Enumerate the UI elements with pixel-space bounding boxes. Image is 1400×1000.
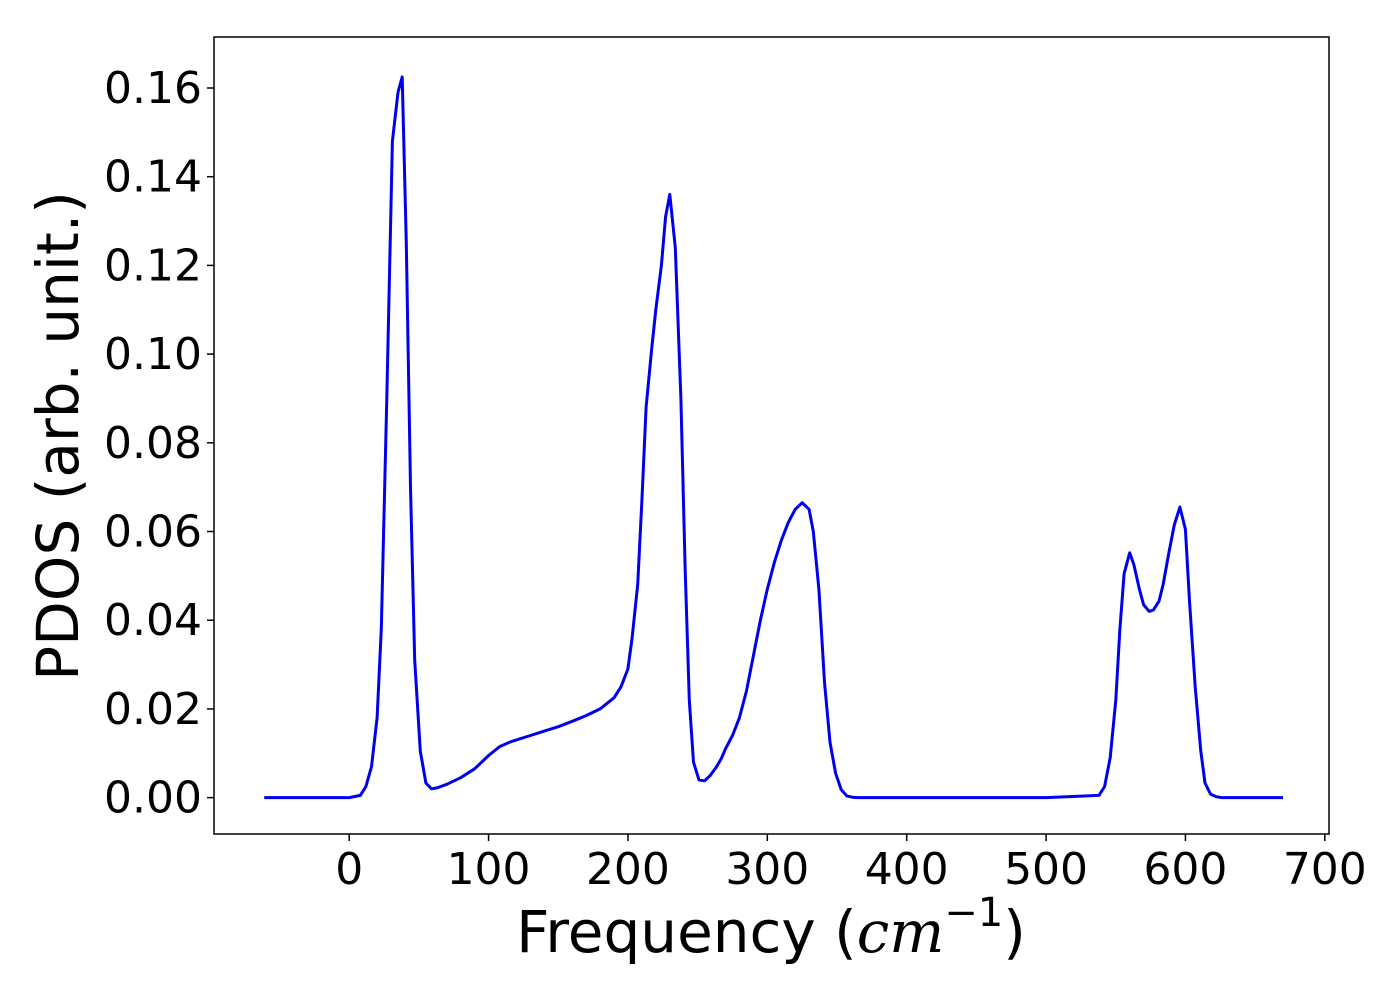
x-axis-title: Frequency (cm−1) xyxy=(516,890,1026,966)
x-axis-title-text: Frequency ( xyxy=(516,898,857,966)
y-tick-label: 0.14 xyxy=(104,152,202,203)
x-tick-label: 0 xyxy=(335,844,363,895)
y-tick-label: 0.02 xyxy=(104,684,202,735)
y-tick-label: 0.00 xyxy=(104,773,202,824)
y-tick-label: 0.16 xyxy=(104,63,202,114)
y-tick-label: 0.06 xyxy=(104,507,202,558)
y-tick-label: 0.08 xyxy=(104,418,202,469)
x-axis-title-unit: cm xyxy=(857,898,944,966)
x-axis-ticks: 0 100 200 300 400 500 600 700 xyxy=(335,834,1367,895)
plot-area xyxy=(213,36,1330,835)
pdos-series-line xyxy=(264,75,1283,800)
y-axis-title: PDOS (arb. unit.) xyxy=(24,191,92,681)
x-tick-label: 400 xyxy=(865,844,949,895)
y-tick-label: 0.04 xyxy=(104,595,202,646)
x-tick-label: 700 xyxy=(1283,844,1367,895)
x-tick-label: 600 xyxy=(1143,844,1227,895)
y-tick-label: 0.12 xyxy=(104,240,202,291)
x-tick-label: 300 xyxy=(725,844,809,895)
y-tick-label: 0.10 xyxy=(104,329,202,380)
x-tick-label: 200 xyxy=(586,844,670,895)
y-axis-ticks: 0.00 0.02 0.04 0.06 0.08 0.10 0.12 0.14 0.16 xyxy=(104,63,214,824)
x-axis-title-close: ) xyxy=(1003,898,1026,966)
x-tick-label: 100 xyxy=(447,844,531,895)
x-axis-title-exponent: −1 xyxy=(944,890,1003,936)
x-tick-label: 500 xyxy=(1004,844,1088,895)
